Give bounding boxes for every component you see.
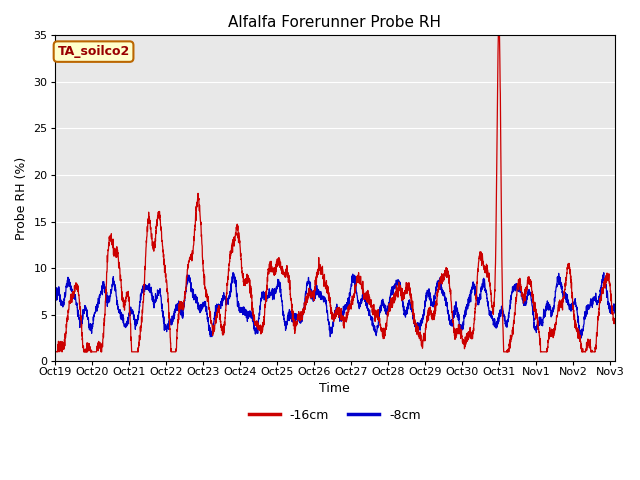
-16cm [495,33,502,38]
-8cm [344,295,352,301]
Line: -8cm: -8cm [54,273,615,338]
Y-axis label: Probe RH (%): Probe RH (%) [15,156,28,240]
-8cm [229,270,237,276]
Legend: -16cm, -8cm: -16cm, -8cm [244,404,426,427]
-16cm [300,305,308,311]
-8cm [296,318,303,324]
-8cm [611,310,619,316]
-8cm [411,322,419,327]
-8cm [122,323,130,329]
-8cm [300,306,308,312]
-16cm [296,317,303,323]
Line: -16cm: -16cm [54,36,615,352]
-8cm [435,281,443,287]
-8cm [51,302,58,308]
-16cm [411,321,419,326]
-16cm [435,286,443,292]
Text: TA_soilco2: TA_soilco2 [58,45,130,58]
-16cm [611,318,619,324]
Title: Alfalfa Forerunner Probe RH: Alfalfa Forerunner Probe RH [228,15,441,30]
-16cm [51,349,58,355]
-16cm [344,312,351,318]
-8cm [577,335,585,341]
X-axis label: Time: Time [319,382,350,395]
-16cm [122,296,130,301]
